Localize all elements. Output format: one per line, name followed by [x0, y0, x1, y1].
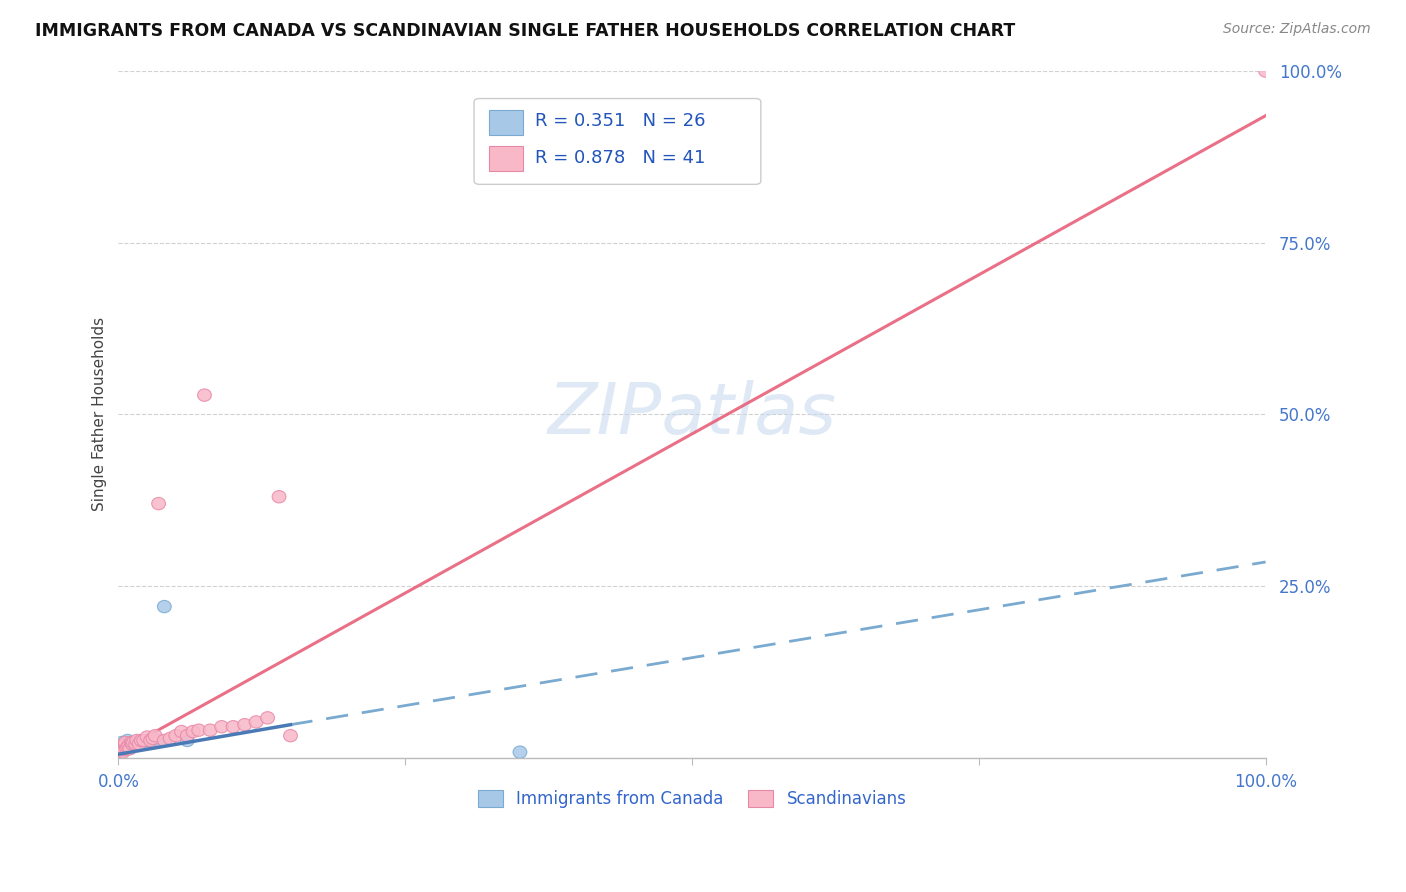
Ellipse shape	[132, 738, 146, 750]
Ellipse shape	[121, 741, 135, 754]
Ellipse shape	[238, 719, 252, 731]
FancyBboxPatch shape	[474, 98, 761, 185]
Ellipse shape	[260, 712, 274, 724]
Ellipse shape	[148, 730, 162, 742]
Ellipse shape	[120, 742, 134, 755]
FancyBboxPatch shape	[489, 111, 523, 135]
Ellipse shape	[146, 737, 160, 748]
Legend: Immigrants from Canada, Scandinavians: Immigrants from Canada, Scandinavians	[471, 783, 912, 814]
Ellipse shape	[124, 739, 138, 751]
Ellipse shape	[141, 734, 155, 747]
Ellipse shape	[118, 739, 132, 751]
Text: ZIPatlas: ZIPatlas	[547, 380, 837, 449]
Ellipse shape	[114, 741, 128, 754]
Ellipse shape	[169, 730, 183, 742]
Ellipse shape	[115, 737, 129, 748]
Ellipse shape	[152, 734, 166, 747]
Ellipse shape	[122, 739, 135, 751]
Ellipse shape	[226, 721, 240, 733]
Ellipse shape	[115, 739, 129, 751]
Ellipse shape	[129, 737, 142, 748]
Ellipse shape	[124, 737, 138, 748]
FancyBboxPatch shape	[489, 146, 523, 170]
Ellipse shape	[117, 741, 131, 754]
Ellipse shape	[198, 389, 211, 401]
Ellipse shape	[125, 738, 139, 750]
Ellipse shape	[186, 725, 200, 738]
Ellipse shape	[129, 734, 143, 747]
Ellipse shape	[121, 738, 135, 750]
Ellipse shape	[174, 725, 188, 738]
Ellipse shape	[112, 745, 127, 757]
Ellipse shape	[121, 734, 135, 747]
Ellipse shape	[180, 734, 194, 747]
Ellipse shape	[273, 491, 285, 503]
Ellipse shape	[118, 739, 132, 751]
Ellipse shape	[141, 731, 155, 743]
Ellipse shape	[125, 737, 139, 748]
Ellipse shape	[114, 743, 128, 756]
Ellipse shape	[1258, 65, 1272, 78]
Ellipse shape	[152, 498, 166, 510]
Ellipse shape	[284, 730, 298, 742]
Text: R = 0.351   N = 26: R = 0.351 N = 26	[534, 112, 706, 130]
Ellipse shape	[163, 732, 177, 745]
Ellipse shape	[117, 746, 129, 758]
Ellipse shape	[157, 600, 172, 613]
Ellipse shape	[124, 738, 136, 750]
Y-axis label: Single Father Households: Single Father Households	[93, 318, 107, 511]
Ellipse shape	[146, 732, 160, 745]
Ellipse shape	[112, 745, 127, 757]
Ellipse shape	[117, 743, 131, 756]
Ellipse shape	[204, 724, 217, 737]
Ellipse shape	[127, 737, 141, 748]
Ellipse shape	[120, 742, 134, 755]
Text: IMMIGRANTS FROM CANADA VS SCANDINAVIAN SINGLE FATHER HOUSEHOLDS CORRELATION CHAR: IMMIGRANTS FROM CANADA VS SCANDINAVIAN S…	[35, 22, 1015, 40]
Ellipse shape	[118, 737, 132, 748]
Ellipse shape	[124, 742, 136, 755]
Ellipse shape	[136, 738, 150, 750]
Text: R = 0.878   N = 41: R = 0.878 N = 41	[534, 149, 706, 168]
Ellipse shape	[117, 745, 129, 757]
Ellipse shape	[513, 746, 527, 758]
Ellipse shape	[136, 734, 150, 747]
Ellipse shape	[191, 724, 205, 737]
Ellipse shape	[249, 715, 263, 728]
Ellipse shape	[127, 739, 141, 751]
Ellipse shape	[157, 734, 172, 747]
Ellipse shape	[117, 738, 131, 750]
Ellipse shape	[115, 739, 129, 751]
Ellipse shape	[215, 721, 229, 733]
Ellipse shape	[135, 734, 148, 747]
Ellipse shape	[143, 734, 157, 747]
Ellipse shape	[129, 737, 143, 748]
Ellipse shape	[135, 737, 148, 748]
Text: Source: ZipAtlas.com: Source: ZipAtlas.com	[1223, 22, 1371, 37]
Ellipse shape	[122, 742, 135, 755]
Ellipse shape	[180, 730, 194, 742]
Ellipse shape	[129, 738, 142, 750]
